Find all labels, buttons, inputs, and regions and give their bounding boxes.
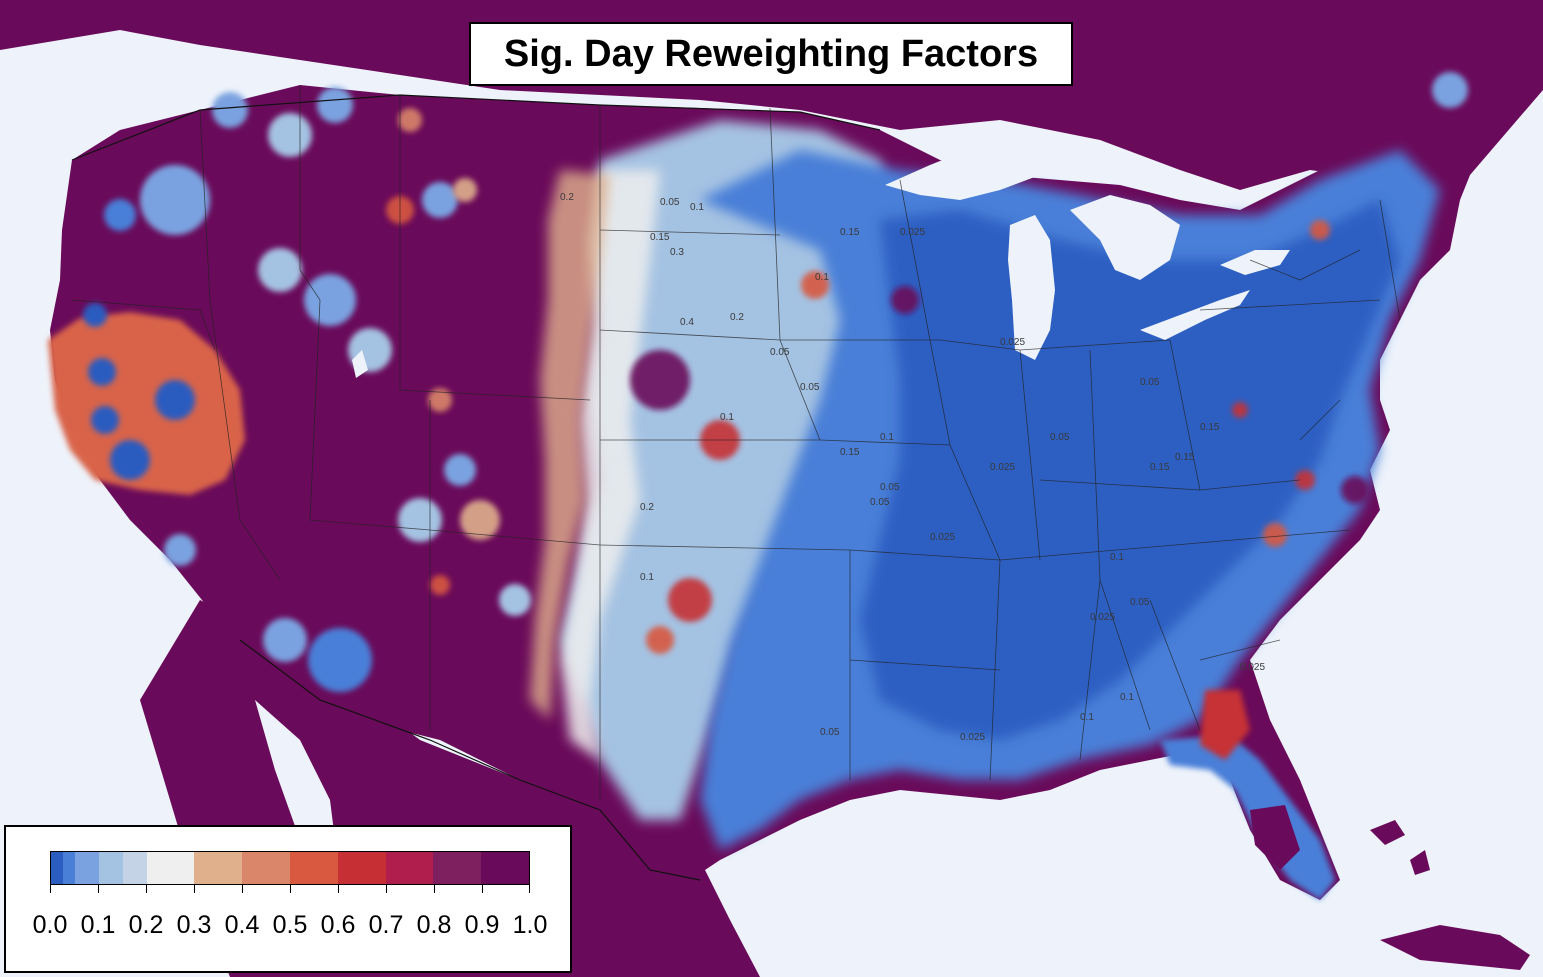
colorbar-tick-label: 0.1 xyxy=(80,911,116,939)
colorbar-segment xyxy=(62,852,75,884)
colorbar-tick xyxy=(242,885,243,893)
contour-label: 0.2 xyxy=(730,312,744,323)
contour-label: 0.15 xyxy=(840,227,860,238)
contour-label: 0.1 xyxy=(640,572,654,583)
contour-label: 0.1 xyxy=(1080,712,1094,723)
contour-label: 0.15 xyxy=(840,447,860,458)
colorbar-segment xyxy=(74,852,99,884)
eastern-deep-blue xyxy=(860,200,1400,740)
colorbar-tick-label: 0.6 xyxy=(320,911,356,939)
contour-label: 0.3 xyxy=(670,247,684,258)
colorbar-segment xyxy=(122,852,147,884)
contour-label: 0.1 xyxy=(815,272,829,283)
contour-label: 0.05 xyxy=(1140,377,1160,388)
cuba-land xyxy=(1380,925,1530,970)
colorbar-tick-labels: 0.0 0.1 0.2 0.3 0.4 0.5 0.6 0.7 0.8 0.9 1.0 xyxy=(33,911,548,941)
colorbar-segment xyxy=(51,852,63,884)
lake-michigan xyxy=(1008,215,1055,360)
western-patches xyxy=(83,72,1468,692)
contour-labels: 0.05 0.1 0.15 0.2 0.3 0.4 0.025 0.15 0.05 0.1 0.2 0… xyxy=(560,192,1265,743)
florida-red-spot xyxy=(1200,690,1250,760)
contour-label: 0.15 xyxy=(1200,422,1220,433)
title-box: Sig. Day Reweighting Factors xyxy=(469,22,1073,86)
colorbar-tick xyxy=(98,885,99,893)
country-borders xyxy=(71,94,881,881)
colorbar-segment xyxy=(433,852,482,884)
colorbar-segment xyxy=(385,852,434,884)
canada-land xyxy=(0,0,1543,200)
florida-purple-tip xyxy=(1250,805,1300,870)
contour-label: 0.2 xyxy=(640,502,654,513)
colorbar-segment xyxy=(481,852,529,884)
state-borders xyxy=(71,85,1401,800)
contour-label: 0.025 xyxy=(990,462,1015,473)
colorbar-tick-label: 0.0 xyxy=(32,911,68,939)
contour-label: 0.05 xyxy=(820,727,840,738)
contour-label: 0.05 xyxy=(800,382,820,393)
colorbar-tick-label: 0.8 xyxy=(416,911,452,939)
contour-label: 0.025 xyxy=(960,732,985,743)
contour-label: 0.025 xyxy=(1090,612,1115,623)
contour-label: 0.025 xyxy=(1000,337,1025,348)
colorbar-legend: 0.0 0.1 0.2 0.3 0.4 0.5 0.6 0.7 0.8 0.9 1.0 xyxy=(4,825,572,973)
colorbar-tick-label: 0.5 xyxy=(272,911,308,939)
colorbar-tick xyxy=(529,885,530,893)
colorbar-tick xyxy=(146,885,147,893)
contour-label: 0.15 xyxy=(1150,462,1170,473)
colorbar-tick xyxy=(482,885,483,893)
colorbar-tick-label: 0.2 xyxy=(128,911,164,939)
contour-label: 0.15 xyxy=(1175,452,1195,463)
colorbar-tick xyxy=(386,885,387,893)
colorbar-segment xyxy=(289,852,338,884)
colorbar-segment xyxy=(146,852,195,884)
contour-label: 0.1 xyxy=(1120,692,1134,703)
colorbar-tick xyxy=(290,885,291,893)
colorbar-tick xyxy=(338,885,339,893)
colorbar-tick xyxy=(194,885,195,893)
plains-white-band xyxy=(560,170,660,760)
colorbar-segment xyxy=(337,852,386,884)
colorbar-tick-label: 0.3 xyxy=(176,911,212,939)
lake-ontario xyxy=(1220,250,1290,275)
colorbar-segment xyxy=(194,852,243,884)
colorbar-tick xyxy=(434,885,435,893)
bahamas-land xyxy=(1370,820,1430,875)
contour-label: 0.05 xyxy=(1050,432,1070,443)
contour-label: 0.05 xyxy=(880,482,900,493)
colorbar xyxy=(50,851,530,885)
colorbar-tick-label: 1.0 xyxy=(512,911,548,939)
contour-label: 0.025 xyxy=(1240,662,1265,673)
contour-label: 0.05 xyxy=(660,197,680,208)
contour-label: 0.05 xyxy=(870,497,890,508)
contour-label: 0.1 xyxy=(720,412,734,423)
colorbar-segment xyxy=(98,852,123,884)
colorbar-tick xyxy=(50,885,51,893)
lake-huron xyxy=(1070,195,1180,280)
lake-erie xyxy=(1140,290,1250,340)
great-salt-lake xyxy=(352,350,368,378)
contour-label: 0.1 xyxy=(1110,552,1124,563)
contour-label: 0.025 xyxy=(930,532,955,543)
colorbar-tick-label: 0.4 xyxy=(224,911,260,939)
contour-label: 0.2 xyxy=(560,192,574,203)
contour-label: 0.4 xyxy=(680,317,694,328)
contour-label: 0.15 xyxy=(650,232,670,243)
contour-label: 0.1 xyxy=(880,432,894,443)
great-lakes xyxy=(885,130,1290,360)
california-region xyxy=(48,312,245,495)
contour-label: 0.1 xyxy=(690,202,704,213)
contour-label: 0.05 xyxy=(1130,597,1150,608)
colorbar-tick-label: 0.9 xyxy=(464,911,500,939)
colorbar-segment xyxy=(242,852,290,884)
colorbar-tick-label: 0.7 xyxy=(368,911,404,939)
plains-orange-fringe xyxy=(530,170,610,720)
contour-label: 0.025 xyxy=(900,227,925,238)
map-title: Sig. Day Reweighting Factors xyxy=(503,32,1039,75)
contour-label: 0.05 xyxy=(770,347,790,358)
colorbar-ticks xyxy=(50,885,530,895)
lake-superior xyxy=(885,130,1100,200)
